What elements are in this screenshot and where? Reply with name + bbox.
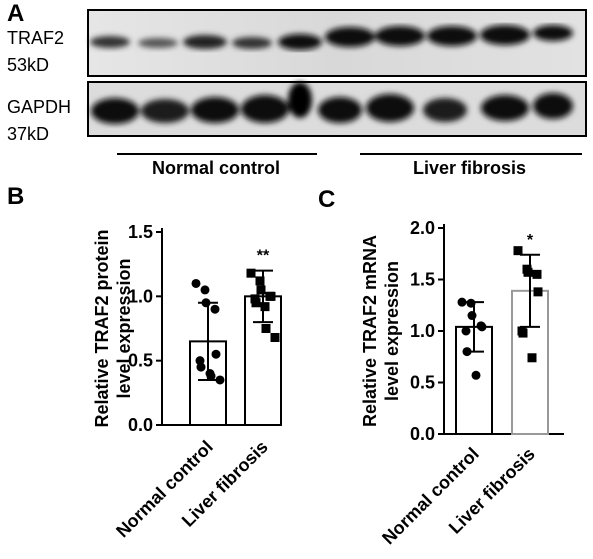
traf2-name: TRAF2: [7, 28, 65, 48]
western-blot-images: [87, 9, 587, 137]
gapdh-blot-label: GAPDH 37kD: [7, 96, 71, 145]
chart-b-y-tick-label: 1.5: [128, 222, 153, 242]
chart-b-significance: **: [257, 248, 270, 265]
chart-b-point-circle: [200, 285, 210, 295]
panel-a-letter: A: [7, 0, 25, 27]
normal-control-bracket: [117, 153, 317, 155]
gapdh-name: GAPDH: [7, 97, 72, 117]
chart-b-category-label: Normal control: [112, 437, 217, 542]
chart-b-point-square: [256, 285, 266, 295]
gapdh-size: 37kD: [7, 124, 50, 144]
chart-b-point-circle: [210, 304, 220, 314]
chart-b-point-square: [260, 302, 270, 312]
chart-b-point-circle: [196, 362, 206, 372]
chart-b-point-square: [251, 298, 261, 308]
traf2-blot: [87, 9, 587, 77]
chart-b-point-circle: [201, 298, 211, 308]
chart-b-point-circle: [206, 371, 216, 381]
chart-b-point-square: [255, 276, 265, 286]
chart-b-point-square: [261, 324, 271, 333]
chart-b-point-square: [246, 268, 256, 278]
panel-c-letter: C: [318, 186, 336, 213]
chart-b-point-circle: [215, 375, 225, 385]
chart-b-point-square: [270, 333, 280, 343]
chart-b-point-circle: [191, 278, 201, 288]
chart-b-point-circle: [211, 349, 221, 359]
chart-b-y-tick-label: 1.0: [128, 286, 153, 306]
chart-b-y-tick-label: 0.0: [128, 415, 153, 435]
traf2-blot-label: TRAF2 53kD: [7, 27, 64, 76]
chart-b-y-label: Relative TRAF2 protein level expression: [92, 229, 134, 427]
normal-control-group-label: Normal control: [152, 158, 281, 178]
chart-b-y-label-line: level expression: [114, 258, 134, 398]
chart-b-y-label-line: Relative TRAF2 protein: [92, 229, 112, 427]
liver-fibrosis-group-label: Liver fibrosis: [413, 158, 527, 178]
chart-b-y-tick-label: 0.5: [128, 351, 153, 371]
traf2-size: 53kD: [7, 55, 50, 75]
gapdh-blot: [87, 81, 587, 137]
panel-b-letter: B: [7, 183, 25, 210]
chart-b-point-square: [266, 291, 276, 301]
liver-fibrosis-bracket: [360, 153, 582, 155]
